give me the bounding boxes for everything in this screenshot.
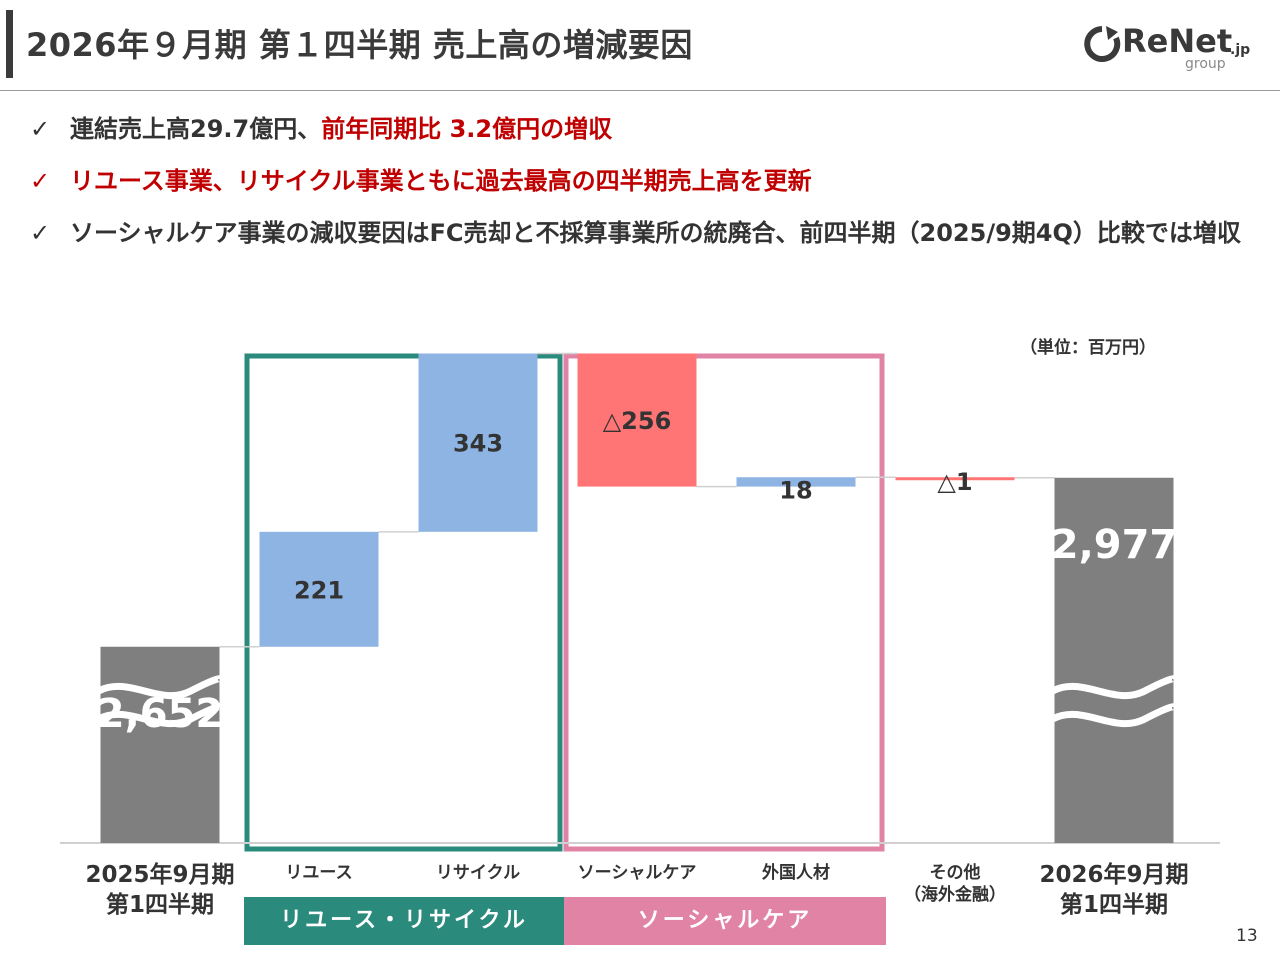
logo-suffix: .jp (1230, 42, 1251, 58)
axis-break-wave (96, 703, 225, 728)
delta-value-label: 18 (779, 477, 812, 505)
total-value-label: 2,977 (1051, 522, 1178, 568)
category-label: ソーシャルケア (577, 863, 697, 883)
group-box-reuse-recycle (244, 353, 563, 852)
page-number: 13 (1236, 926, 1258, 946)
delta-bar (577, 353, 697, 487)
bullet-text: ソーシャルケア事業の減収要因はFC売却と不採算事業所の統廃合、前四半期（2025… (70, 219, 1241, 247)
delta-bar (259, 531, 379, 647)
delta-bar (895, 477, 1015, 481)
segment-label-social-care: ソーシャルケア (564, 897, 886, 945)
axis-break-wave (1050, 703, 1179, 728)
axis-break-wave (1050, 675, 1179, 700)
logo-group-text: group (1185, 56, 1226, 72)
delta-value-label: △256 (603, 407, 672, 435)
bullet-record: ✓ リユース事業、リサイクル事業ともに過去最高の四半期売上高を更新 (30, 160, 1270, 202)
renet-logo-icon (1084, 26, 1121, 62)
summary-bullets: ✓ 連結売上高29.7億円、前年同期比 3.2億円の増収 ✓ リユース事業、リサイク… (30, 108, 1270, 264)
bullet-revenue: ✓ 連結売上高29.7億円、前年同期比 3.2億円の増収 (30, 108, 1270, 150)
axis-break-wave (96, 675, 225, 700)
total-bar (100, 646, 220, 843)
unit-label: （単位：百万円） (1020, 338, 1156, 358)
bullet-highlight: 前年同期比 3.2億円の増収 (321, 115, 613, 143)
category-label: 2025年9月期 第1四半期 (85, 862, 235, 918)
delta-bar (736, 477, 856, 487)
category-label: リユース (285, 863, 353, 883)
category-label: 2026年9月期 第1四半期 (1039, 862, 1189, 918)
company-logo: ReNet .jp group (1080, 18, 1270, 78)
title-accent-bar (6, 10, 13, 78)
category-label: リサイクル (435, 863, 521, 883)
checkmark-icon: ✓ (30, 167, 51, 195)
total-bar (1054, 477, 1174, 843)
delta-value-label: 343 (453, 430, 503, 458)
bullet-text: 連結売上高29.7億円、 (70, 115, 322, 143)
page-title: 2026年９月期 第１四半期 売上高の増減要因 (26, 26, 693, 64)
checkmark-icon: ✓ (30, 115, 51, 143)
segment-label-reuse-recycle: リユース・リサイクル (244, 897, 564, 945)
group-box-social-care (563, 353, 885, 852)
delta-value-label: △1 (937, 468, 972, 496)
title-bar: 2026年９月期 第１四半期 売上高の増減要因 ReNet .jp group (0, 0, 1280, 91)
bullet-highlight: リユース事業、リサイクル事業ともに過去最高の四半期売上高を更新 (70, 167, 812, 195)
category-label: 外国人材 (762, 863, 830, 883)
bullet-social-care: ✓ ソーシャルケア事業の減収要因はFC売却と不採算事業所の統廃合、前四半期（202… (30, 212, 1270, 254)
delta-value-label: 221 (294, 576, 344, 604)
category-label: その他 （海外金融） (904, 863, 1006, 905)
checkmark-icon: ✓ (30, 219, 51, 247)
logo-wordmark: ReNet (1122, 22, 1233, 60)
delta-bar (418, 353, 538, 532)
